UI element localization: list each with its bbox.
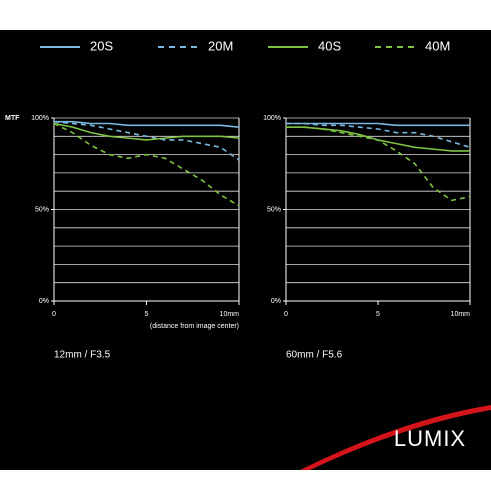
y-tick-label: 0%: [271, 298, 281, 305]
x-tick-label: 5: [376, 311, 380, 318]
series-line: [53, 122, 240, 141]
legend-label: 20M: [208, 38, 233, 53]
legend-label: 20S: [90, 38, 113, 53]
y-tick-label: 100%: [31, 115, 49, 122]
caption: 12mm / F3.5: [54, 350, 111, 361]
swoosh: [300, 405, 491, 470]
x-tick-label: 10mm: [220, 311, 240, 318]
legend-label: 40S: [318, 38, 341, 53]
series-line: [286, 122, 471, 149]
y-axis-label: MTF: [5, 115, 20, 122]
background: [0, 30, 491, 470]
x-tick-label: 0: [284, 311, 288, 318]
brand: LUMIX: [394, 426, 466, 451]
series-line: [53, 122, 240, 207]
x-axis-label: (distance from image center): [150, 323, 239, 330]
series-line: [53, 120, 240, 161]
y-tick-label: 50%: [267, 206, 281, 213]
legend-label: 40M: [425, 38, 450, 53]
series-line: [286, 122, 470, 127]
caption: 60mm / F5.6: [286, 350, 343, 361]
y-tick-label: 50%: [35, 206, 49, 213]
x-tick-label: 10mm: [451, 311, 471, 318]
x-tick-label: 0: [52, 311, 56, 318]
x-tick-label: 5: [145, 311, 149, 318]
y-tick-label: 0%: [39, 298, 49, 305]
y-tick-label: 100%: [263, 115, 281, 122]
series-line: [54, 120, 240, 128]
series-line: [286, 126, 471, 202]
